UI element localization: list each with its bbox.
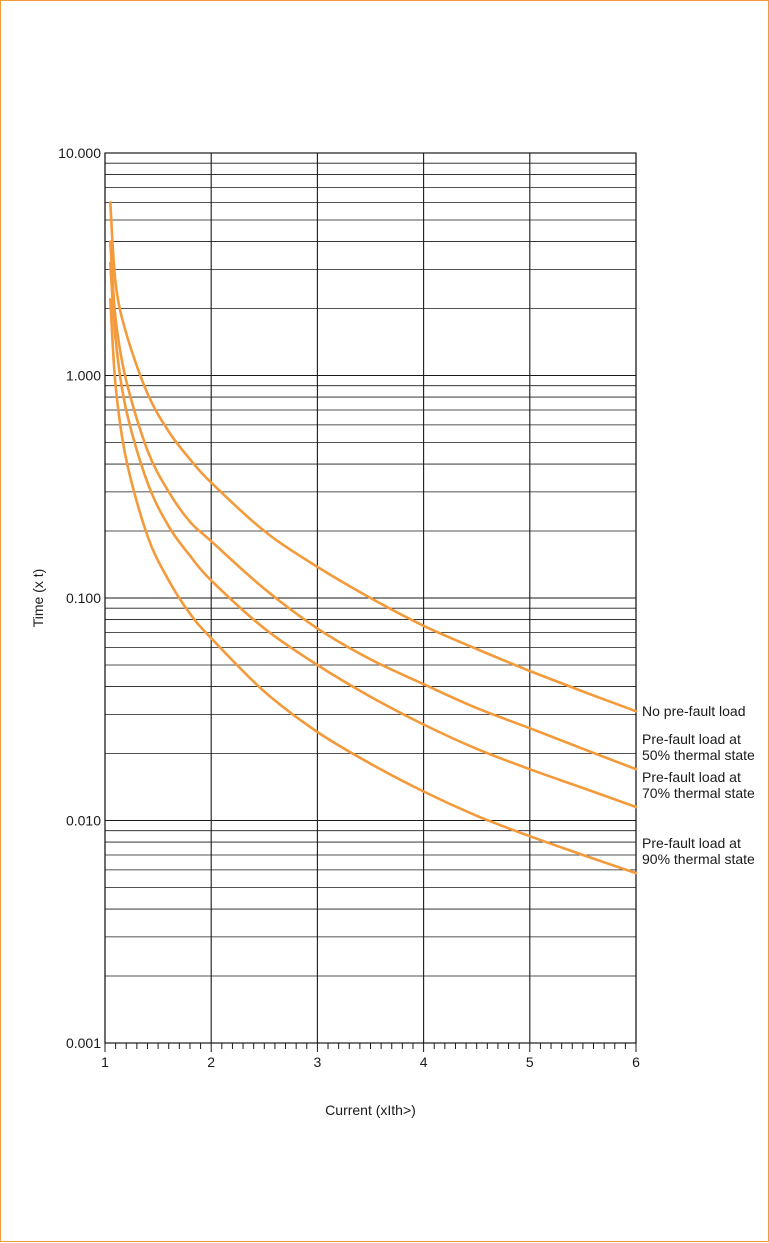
grid-minor (105, 162, 636, 977)
y-tick-label: 0.010 (66, 813, 101, 829)
x-axis-title: Current (xIth>) (325, 1102, 416, 1118)
x-tick-label: 4 (420, 1054, 428, 1070)
curve-label-0: No pre-fault load (642, 703, 746, 719)
curve-label-2: 70% thermal state (642, 785, 755, 801)
x-tick-label: 6 (632, 1054, 640, 1070)
series-line-1 (109, 240, 638, 771)
curve-label-1: Pre-fault load at (642, 731, 741, 747)
x-tick-label: 1 (101, 1054, 109, 1070)
x-tick-labels: 1 2 3 4 5 6 (101, 1054, 640, 1070)
series-line-0 (109, 201, 638, 713)
y-tick-label: 0.100 (66, 590, 101, 606)
curve-label-1: 50% thermal state (642, 747, 755, 763)
series-line-2 (109, 261, 638, 809)
y-tick-labels: 0.001 0.010 0.100 1.000 10.000 (58, 145, 101, 1051)
y-tick-label: 10.000 (58, 145, 101, 161)
curve-label-2: Pre-fault load at (642, 769, 741, 785)
curve-label-3: Pre-fault load at (642, 835, 741, 851)
y-tick-label: 0.001 (66, 1035, 101, 1051)
x-tick-label: 2 (207, 1054, 215, 1070)
x-tick-label: 3 (314, 1054, 322, 1070)
y-axis-title: Time (x t) (30, 569, 46, 628)
series-line-3 (109, 298, 638, 875)
x-minor-ticks (104, 1043, 637, 1052)
series-lines (109, 201, 638, 875)
y-tick-label: 1.000 (66, 368, 101, 384)
x-tick-label: 5 (526, 1054, 534, 1070)
curve-label-3: 90% thermal state (642, 851, 755, 867)
